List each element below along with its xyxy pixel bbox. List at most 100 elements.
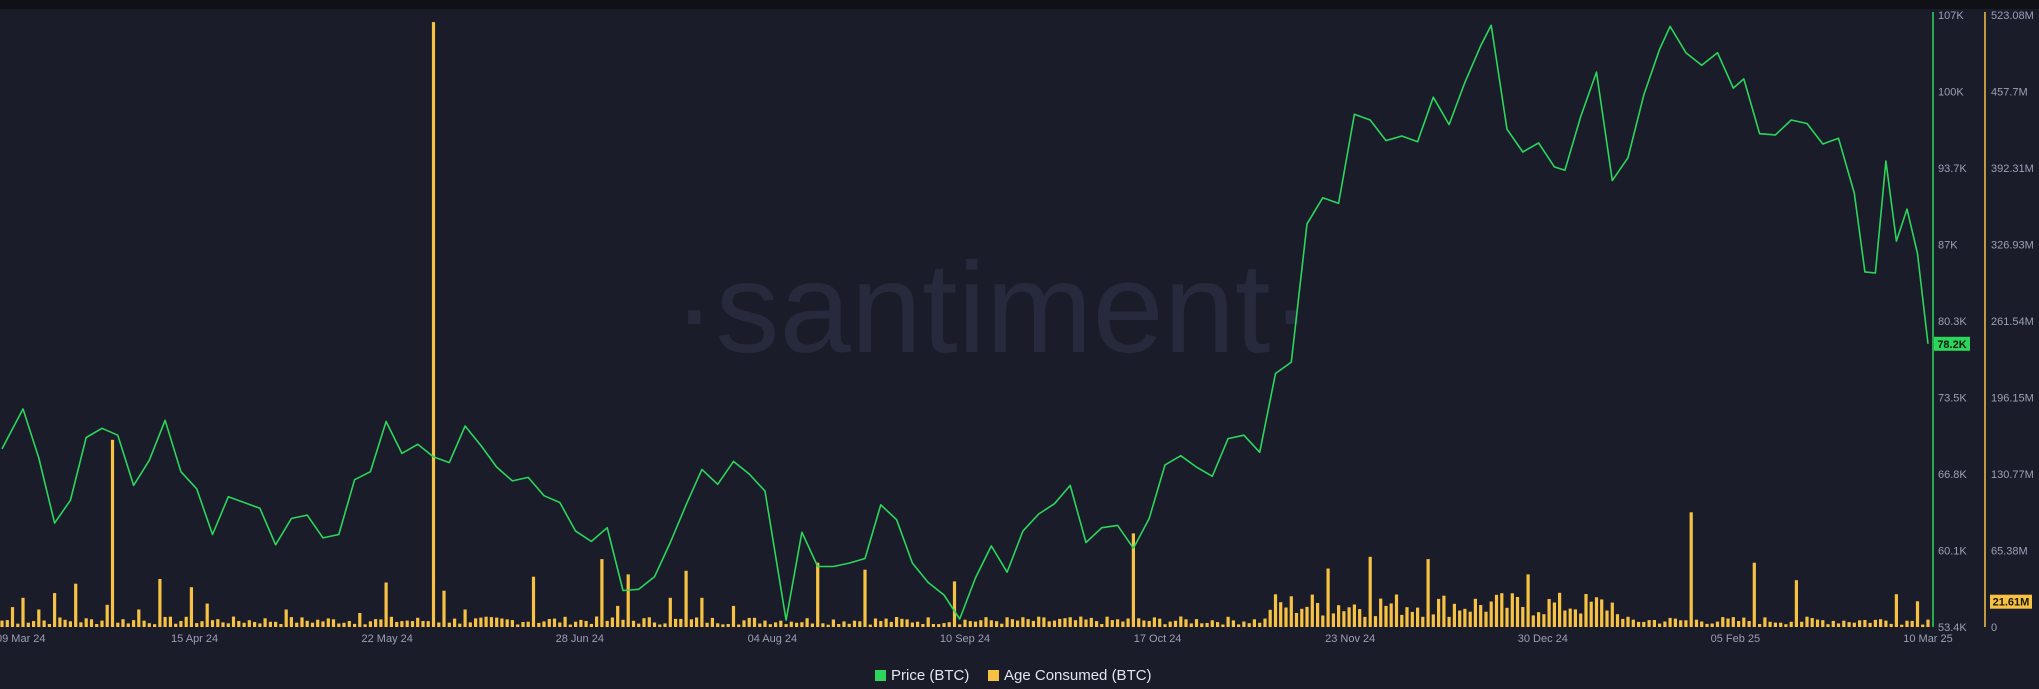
age-consumed-bar	[637, 623, 641, 627]
age-consumed-bar	[279, 624, 283, 627]
age-consumed-bar	[516, 624, 520, 627]
age-consumed-bar	[1463, 608, 1467, 627]
age-consumed-bar	[1321, 615, 1325, 627]
age-consumed-bar	[1363, 616, 1367, 627]
age-consumed-bar	[1826, 624, 1830, 627]
age-consumed-bar	[952, 581, 957, 627]
age-consumed-bar	[1589, 601, 1593, 627]
age-consumed-bar	[695, 617, 699, 627]
age-consumed-bar	[1142, 620, 1146, 627]
age-consumed-bar	[1679, 620, 1683, 627]
age-consumed-bar	[200, 621, 204, 627]
age-consumed-bar	[1147, 621, 1151, 627]
age-consumed-bar	[1421, 616, 1425, 627]
age-consumed-bar	[863, 569, 867, 627]
age-consumed-bar	[1715, 621, 1720, 627]
age-consumed-bar	[253, 622, 257, 627]
age-consumed-bar	[105, 604, 109, 627]
age-consumed-bar	[400, 621, 404, 627]
age-consumed-bar	[847, 623, 851, 627]
age-consumed-bar	[763, 620, 767, 627]
age-consumed-bar	[984, 617, 988, 627]
age-consumed-bar	[1737, 621, 1741, 627]
age-consumed-bar	[1289, 596, 1293, 627]
age-consumed-bar	[305, 620, 309, 627]
age-consumed-bar	[1552, 602, 1556, 627]
age-consumed-bar	[800, 622, 804, 627]
price-tick-label: 60.1K	[1938, 546, 1967, 558]
legend-price-label[interactable]: Price (BTC)	[891, 667, 969, 684]
age-consumed-bar	[1026, 619, 1030, 627]
age-consumed-bar	[1479, 605, 1483, 627]
age-consumed-bar	[137, 609, 141, 627]
price-line	[1, 24, 1929, 621]
age-consumed-bar	[295, 622, 299, 627]
age-consumed-bar	[731, 605, 736, 627]
age-consumed-bar	[153, 624, 157, 627]
age-consumed-bar	[1263, 618, 1267, 627]
age-consumed-bar	[1316, 603, 1320, 627]
age-consumed-bar	[1763, 617, 1767, 627]
age-consumed-bar	[321, 621, 325, 627]
age-consumed-bar	[1542, 614, 1546, 627]
x-tick-label: 04 Aug 24	[748, 633, 798, 645]
age-consumed-bar	[1547, 599, 1551, 627]
age-consumed-bar	[163, 617, 167, 627]
age-consumed-bar	[716, 623, 720, 627]
x-axis-ticks: 09 Mar 24 15 Apr 24 22 May 24 28 Jun 24 04 A…	[0, 633, 1953, 645]
age-consumed-bar	[1394, 594, 1399, 627]
age-consumed-bar	[237, 621, 241, 627]
age-consumed-bar	[784, 624, 788, 627]
age-consumed-bar	[1558, 592, 1562, 627]
legend: Price (BTC) Age Consumed (BTC)	[875, 667, 1152, 684]
age-consumed-bar	[184, 616, 188, 627]
age-consumed-bar	[1842, 620, 1846, 627]
price-current-value: 78.2K	[1937, 339, 1966, 351]
age-consumed-bar	[1805, 616, 1809, 627]
age-consumed-bar	[921, 624, 925, 627]
age-consumed-bar	[1747, 621, 1751, 627]
age-consumed-bar	[1368, 556, 1372, 627]
age-consumed-bar	[10, 607, 15, 627]
age-consumed-bar	[842, 621, 846, 627]
age-consumed-bar	[995, 621, 999, 627]
age-consumed-bar	[1484, 611, 1488, 627]
age-consumed-bar	[410, 621, 415, 627]
age-consumed-bar	[1305, 606, 1309, 627]
age-consumed-bar	[989, 620, 993, 627]
age-consumed-bar	[879, 621, 883, 627]
age-consumed-bar	[1137, 618, 1141, 627]
age-consumed-bar	[1489, 601, 1493, 627]
age-consumed-bar	[1168, 621, 1172, 627]
age-consumed-bar	[574, 621, 578, 627]
age-consumed-bar	[458, 623, 462, 627]
price-axis-ticks: 107K 100K 93.7K 87K 80.3K 73.5K 66.8K 60.1K 53.4…	[1938, 10, 1967, 634]
age-consumed-bar	[795, 622, 799, 627]
x-tick-label: 28 Jun 24	[556, 633, 604, 645]
price-current-badge: 78.2K	[1934, 336, 1970, 351]
age-consumed-bar	[1300, 608, 1304, 627]
age-consumed-bar	[1505, 607, 1509, 627]
age-consumed-bar	[1042, 617, 1046, 627]
age-consumed-bar	[1294, 613, 1299, 627]
age-consumed-bar	[1126, 618, 1130, 627]
age-consumed-bar	[1889, 623, 1893, 627]
age-consumed-bar	[310, 622, 315, 627]
age-consumed-bar	[1705, 623, 1709, 627]
age-consumed-bar	[274, 621, 278, 627]
age-consumed-bar	[1410, 611, 1414, 627]
legend-age-label[interactable]: Age Consumed (BTC)	[1004, 667, 1152, 684]
age-consumed-bar	[1610, 602, 1614, 627]
age-consumed-bar	[610, 617, 614, 627]
x-tick-label: 23 Nov 24	[1325, 633, 1375, 645]
age-consumed-bar	[937, 624, 941, 627]
age-consumed-bar	[5, 620, 9, 627]
age-consumed-bar	[268, 621, 272, 627]
age-consumed-bar	[547, 619, 551, 627]
age-consumed-bar	[910, 622, 914, 627]
price-tick-label: 73.5K	[1938, 393, 1967, 405]
age-consumed-bar	[1105, 616, 1109, 627]
age-consumed-bar	[1473, 598, 1477, 627]
age-consumed-bar	[216, 619, 220, 627]
